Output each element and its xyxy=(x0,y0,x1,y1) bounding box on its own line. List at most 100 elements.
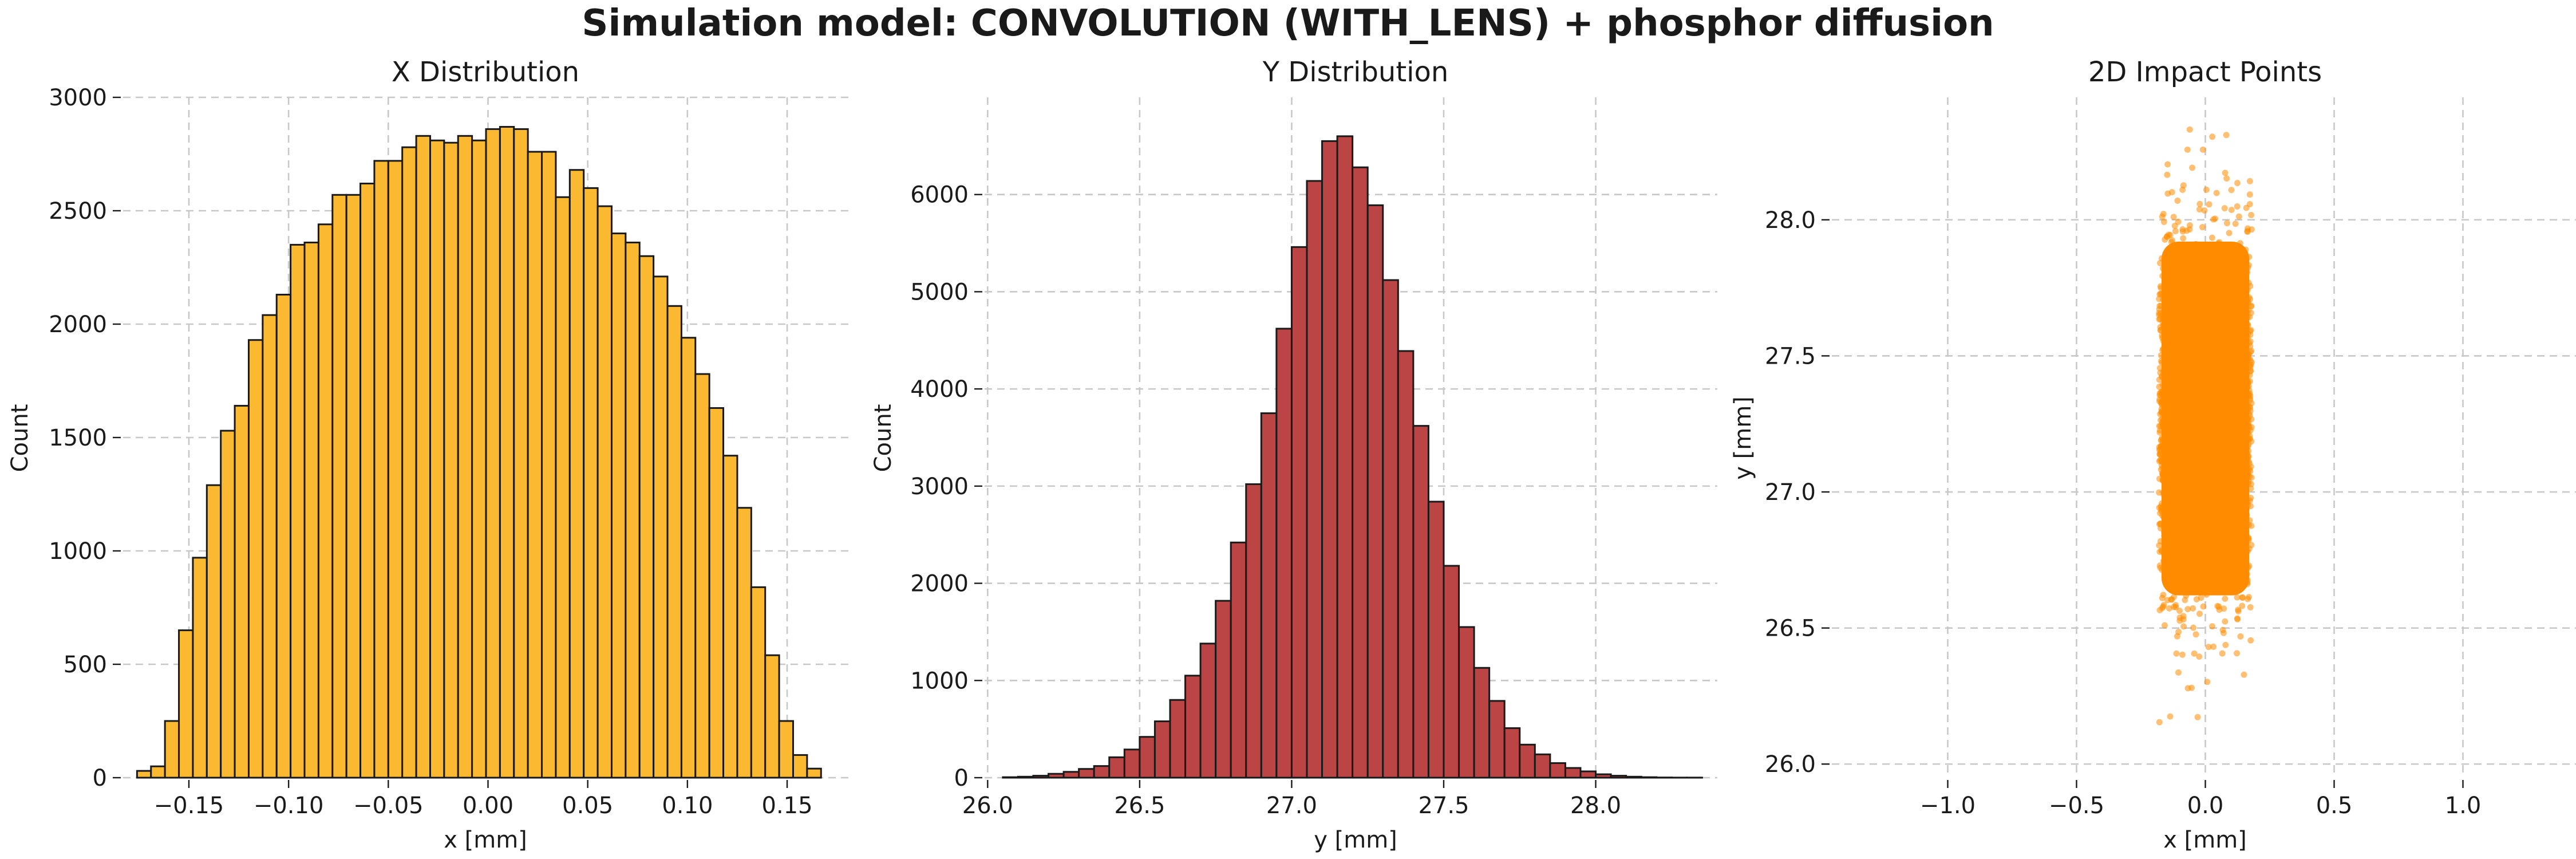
scatter-point xyxy=(2214,298,2221,305)
scatter-point xyxy=(2221,480,2227,487)
scatter-point xyxy=(2158,290,2165,297)
scatter-point xyxy=(2226,284,2233,291)
figure-suptitle: Simulation model: CONVOLUTION (WITH_LENS… xyxy=(582,2,1994,45)
scatter-point xyxy=(2220,277,2227,283)
scatter-point xyxy=(2221,205,2228,212)
scatter-point xyxy=(2206,201,2212,208)
scatter-point xyxy=(2207,435,2214,442)
scatter-point xyxy=(2166,442,2173,448)
histogram-bar xyxy=(192,557,208,779)
histogram-bar xyxy=(164,720,180,779)
scatter-point xyxy=(2208,550,2215,557)
scatter-point xyxy=(2247,604,2254,610)
scatter-point xyxy=(2221,526,2227,533)
scatter-point xyxy=(2171,423,2178,430)
scatter-point xyxy=(2186,450,2193,457)
x-distribution-panel: X Distribution x [mm] Count −0.15 −0.10 −0… xyxy=(7,56,853,853)
scatter-point xyxy=(2191,342,2198,349)
histogram-bar xyxy=(764,654,780,779)
scatter-point xyxy=(2193,349,2200,356)
x-tick-label: −0.05 xyxy=(353,793,424,819)
x-tick-label: −0.15 xyxy=(154,793,224,819)
histogram-bar xyxy=(457,135,473,779)
scatter-point xyxy=(2209,376,2216,383)
scatter-point xyxy=(2179,340,2186,346)
panel-title-x-distribution: X Distribution xyxy=(392,56,579,88)
scatter-point xyxy=(2204,679,2211,685)
histogram-bar xyxy=(1245,483,1262,779)
scatter-point xyxy=(2189,492,2196,499)
scatter-point xyxy=(2217,361,2224,368)
scatter-point xyxy=(2234,542,2241,549)
scatter-point xyxy=(2162,265,2168,272)
scatter-point xyxy=(2222,490,2229,497)
scatter-point xyxy=(2166,458,2173,464)
scatter-point xyxy=(2215,308,2222,315)
scatter-point xyxy=(2171,545,2178,551)
scatter-point xyxy=(2237,534,2243,541)
scatter-point xyxy=(2245,443,2251,450)
y-tick-label: 1000 xyxy=(49,538,107,565)
scatter-point xyxy=(2213,190,2220,196)
scatter-point xyxy=(2183,389,2190,396)
scatter-point xyxy=(2225,505,2232,512)
scatter-point xyxy=(2222,170,2229,176)
scatter-point xyxy=(2190,271,2197,278)
scatter-point xyxy=(2176,431,2183,438)
scatter-point xyxy=(2166,329,2172,336)
scatter-point xyxy=(2234,615,2241,622)
scatter-point xyxy=(2166,407,2172,414)
scatter-point xyxy=(2246,390,2253,397)
scatter-point xyxy=(2239,299,2246,306)
histogram-bar xyxy=(1169,699,1187,779)
scatter-point xyxy=(2210,573,2217,580)
histogram-bar xyxy=(471,139,487,779)
histogram-bar xyxy=(415,135,431,779)
scatter-point xyxy=(2208,323,2215,330)
scatter-point xyxy=(2196,408,2203,415)
y-tick-label: 6000 xyxy=(910,182,969,208)
histogram-bar xyxy=(1610,775,1627,779)
scatter-point xyxy=(2236,451,2243,458)
scatter-point xyxy=(2238,405,2245,412)
histogram-bar xyxy=(610,233,627,779)
scatter-point xyxy=(2222,397,2229,404)
histogram-bar xyxy=(1443,565,1460,779)
histogram-bar xyxy=(1427,501,1445,779)
y-axis-label: Count xyxy=(7,404,33,472)
scatter-point xyxy=(2223,542,2230,549)
scatter-point xyxy=(2160,211,2167,218)
x-tick-label: 0.15 xyxy=(762,793,813,819)
scatter-point xyxy=(2183,592,2190,599)
scatter-point xyxy=(2204,293,2211,300)
x-tick-label: 26.5 xyxy=(1114,793,1165,819)
scatter-point xyxy=(2174,534,2180,541)
scatter-point xyxy=(2181,261,2188,268)
scatter-point xyxy=(2210,478,2217,484)
histogram-bar xyxy=(1412,425,1429,779)
scatter-point xyxy=(2235,213,2242,220)
y-tick-label: 0 xyxy=(954,765,969,791)
scatter-point xyxy=(2160,337,2167,344)
scatter-point xyxy=(2197,280,2204,287)
scatter-point xyxy=(2217,548,2223,555)
scatter-point xyxy=(2235,606,2242,613)
scatter-point xyxy=(2205,644,2212,651)
scatter-point xyxy=(2247,404,2254,411)
histogram-bar xyxy=(429,139,445,779)
scatter-point xyxy=(2246,517,2253,524)
scatter-point xyxy=(2247,637,2254,644)
histogram-bar xyxy=(513,128,529,779)
scatter-point xyxy=(2201,299,2208,306)
scatter-point xyxy=(2217,243,2223,250)
histogram-bar xyxy=(1549,762,1566,779)
scatter-point xyxy=(2212,407,2219,414)
panel-title-impact-points: 2D Impact Points xyxy=(2088,56,2322,88)
scatter-point xyxy=(2241,410,2248,417)
scatter-point xyxy=(2195,433,2202,440)
scatter-point xyxy=(2231,577,2238,584)
scatter-point xyxy=(2219,458,2226,465)
scatter-point xyxy=(2175,328,2182,335)
scatter-point xyxy=(2226,583,2233,590)
scatter-point xyxy=(2243,322,2250,329)
